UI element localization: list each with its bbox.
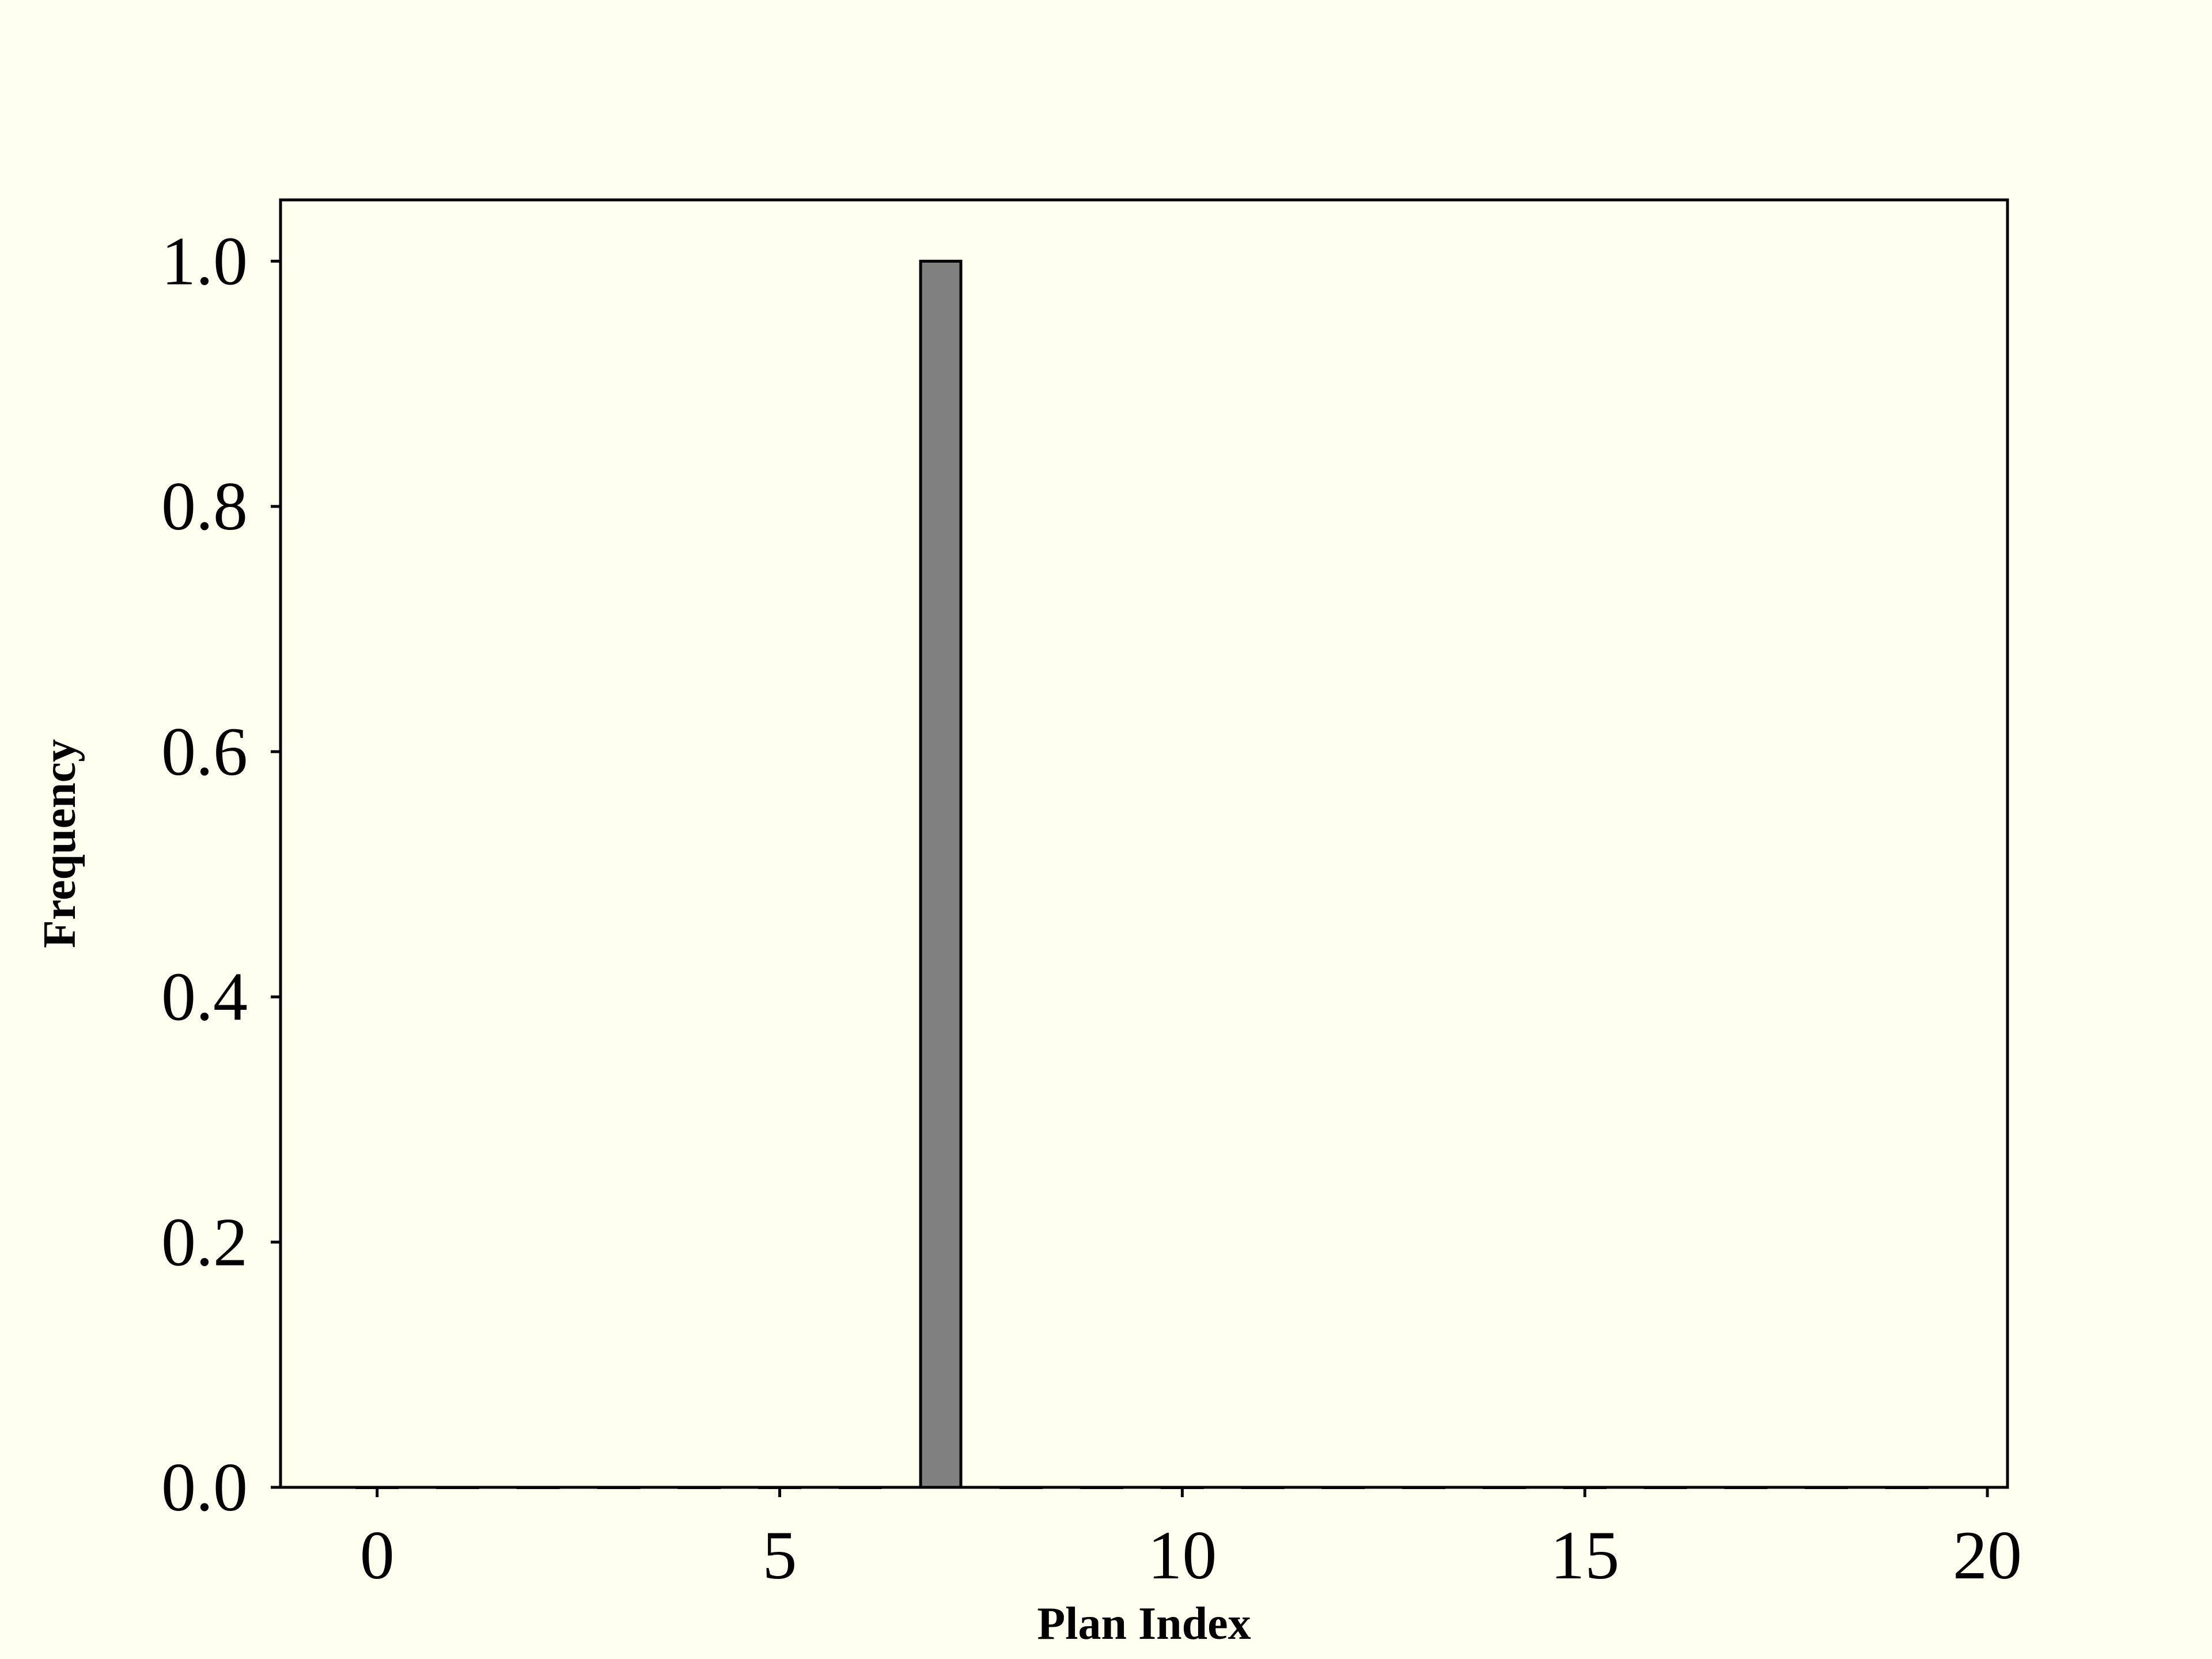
y-tick-label: 0.6 (161, 713, 248, 790)
x-axis-title: Plan Index (1037, 1599, 1251, 1649)
x-tick-label: 0 (360, 1517, 395, 1593)
x-tick-label: 10 (1147, 1517, 1217, 1593)
y-tick-label: 0.8 (161, 468, 248, 544)
bars-layer (355, 259, 1929, 1489)
plot-area-frame (279, 198, 2009, 1489)
bar-7 (919, 259, 963, 1489)
y-axis-title: Frequency (35, 739, 85, 948)
y-tick-label: 0.0 (161, 1449, 248, 1525)
y-tick-label: 1.0 (161, 222, 248, 299)
y-tick-label: 0.2 (161, 1203, 248, 1280)
x-tick-label: 15 (1550, 1517, 1619, 1593)
x-tick-label: 20 (1953, 1517, 2022, 1593)
x-axis: 0 5 10 15 20 (360, 1487, 2022, 1593)
x-tick-label: 5 (763, 1517, 797, 1593)
y-tick-label: 0.4 (161, 959, 248, 1035)
y-axis: 0.0 0.2 0.4 0.6 0.8 1.0 (161, 222, 281, 1525)
